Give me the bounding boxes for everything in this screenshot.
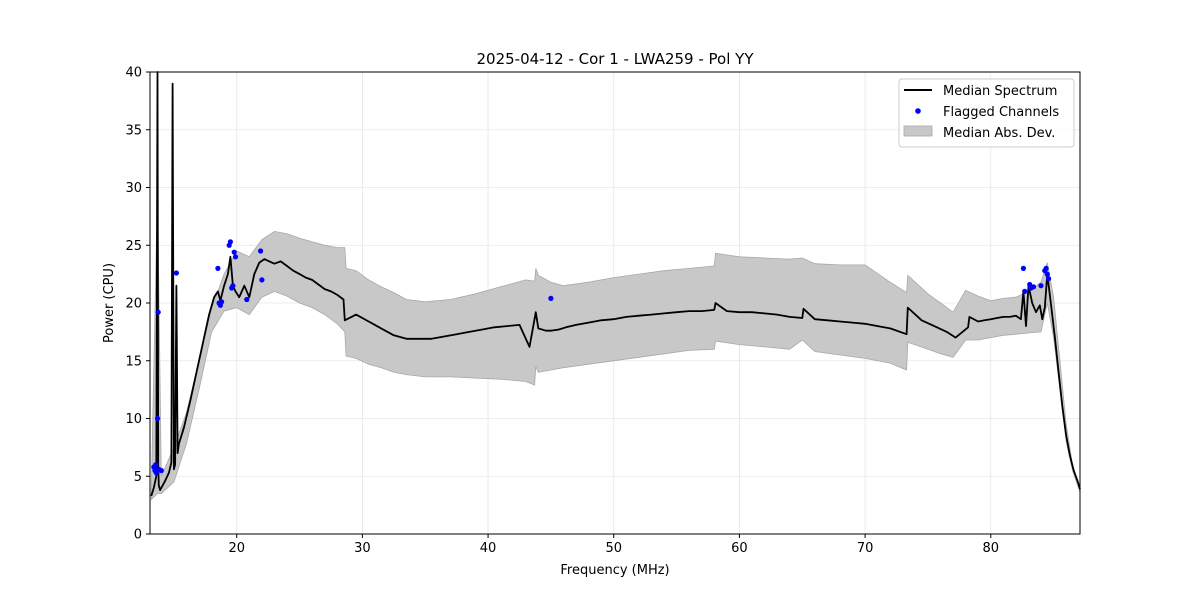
flagged-channel-point [259, 277, 265, 283]
x-axis-label: Frequency (MHz) [560, 563, 669, 578]
legend-mad-swatch [903, 125, 933, 137]
flagged-channel-point [158, 467, 164, 474]
y-tick-label: 35 [125, 123, 142, 138]
y-tick-label: 5 [134, 470, 142, 485]
flagged-channel-point [227, 239, 233, 245]
legend-mad-label: Median Abs. Dev. [943, 126, 1055, 141]
x-tick-label: 70 [857, 541, 874, 556]
flagged-channel-point [1043, 265, 1049, 271]
flagged-channel-point [1044, 271, 1050, 277]
x-tick-label: 60 [731, 541, 748, 556]
flagged-channel-point [244, 296, 250, 303]
flagged-channel-point [173, 270, 179, 276]
flagged-channel-point [548, 295, 554, 301]
flagged-channel-point [215, 265, 221, 271]
flagged-channel-point [258, 248, 264, 254]
y-tick-label: 25 [125, 239, 142, 254]
y-tick-label: 0 [134, 528, 142, 543]
legend-box [898, 78, 1075, 148]
y-tick-label: 20 [125, 297, 142, 312]
x-tick-label: 20 [228, 541, 245, 556]
x-tick-label: 50 [605, 541, 622, 556]
median-spectrum-line [150, 71, 1081, 497]
flagged-channel-point [153, 462, 159, 468]
flagged-channel-point [1030, 284, 1037, 290]
flagged-channel-point [155, 309, 161, 315]
flagged-channel-point [154, 415, 161, 422]
y-tick-label: 40 [125, 66, 142, 81]
legend-flagged-swatch [915, 108, 921, 114]
flagged-channel-point [1046, 276, 1052, 282]
flagged-points-layer [151, 239, 1052, 476]
x-tick-label: 40 [480, 541, 497, 556]
y-axis-label: Power (CPU) [102, 263, 117, 343]
x-axis: 20 30 40 50 60 70 80 [228, 534, 999, 556]
flagged-channel-point [231, 249, 237, 255]
y-tick-label: 30 [125, 181, 142, 196]
y-axis: 0 5 10 15 20 25 30 35 40 [125, 66, 150, 543]
median-line-layer [150, 71, 1081, 497]
flagged-channel-point [1020, 265, 1026, 271]
flagged-channel-point [232, 254, 239, 260]
flagged-channel-point [219, 299, 225, 305]
flagged-channel-point [1038, 283, 1044, 289]
legend: Median Spectrum Flagged Channels Median … [898, 78, 1075, 148]
legend-median-label: Median Spectrum [943, 84, 1057, 99]
y-tick-label: 10 [125, 412, 142, 427]
chart-title: 2025-04-12 - Cor 1 - LWA259 - Pol YY [477, 50, 755, 68]
x-tick-label: 80 [982, 541, 999, 556]
legend-flagged-label: Flagged Channels [943, 105, 1059, 120]
x-tick-label: 30 [354, 541, 371, 556]
y-tick-label: 15 [125, 354, 142, 369]
flagged-channel-point [230, 283, 236, 289]
flagged-channel-point [1022, 288, 1028, 294]
